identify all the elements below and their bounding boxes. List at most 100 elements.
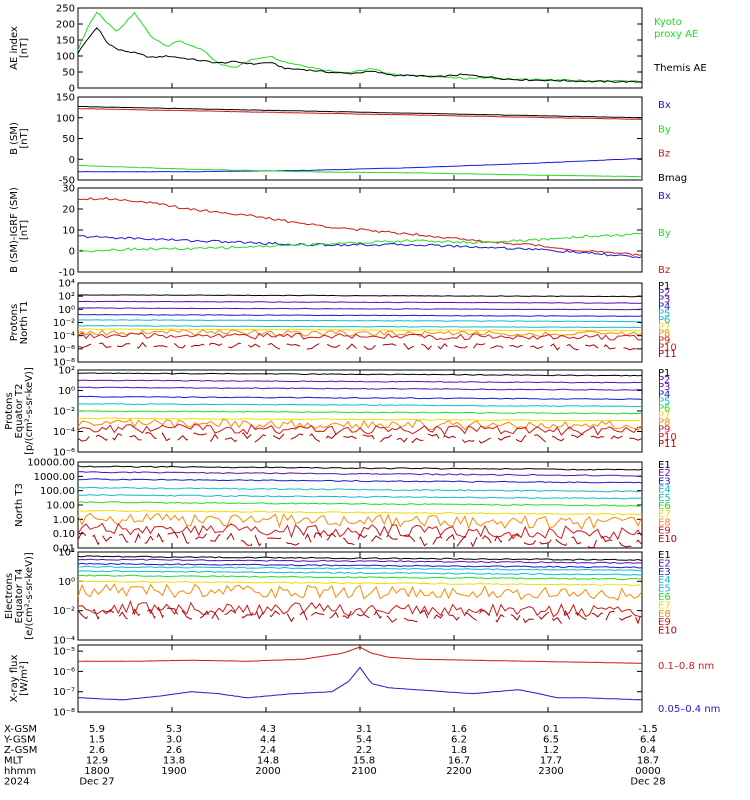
y-tick-label: 10⁻² — [53, 407, 75, 418]
legend-entry: E3 — [658, 567, 671, 578]
y-axis-label: Equator T2 — [14, 384, 25, 439]
level-line — [77, 583, 643, 601]
legend-entry: P5 — [658, 396, 670, 407]
series-line — [77, 196, 643, 256]
y-tick-label: 250 — [56, 4, 75, 15]
level-line — [77, 580, 643, 586]
chart-panel — [77, 187, 643, 273]
plot-frame — [77, 644, 643, 713]
y-tick-label: 10⁻⁸ — [53, 708, 75, 719]
legend-entry: P6 — [658, 403, 670, 414]
axis-row-label: Z-GSM — [4, 745, 37, 756]
legend-entry: P10 — [658, 432, 677, 443]
y-tick-label: 200 — [56, 20, 75, 31]
axis-row-value: Dec 27 — [79, 777, 114, 788]
y-tick-label: 100 — [56, 52, 75, 63]
level-line — [77, 329, 643, 338]
axis-row-value: 4.4 — [260, 735, 276, 746]
legend-entry: E10 — [658, 626, 677, 637]
y-tick-label: 10000.00 — [27, 458, 75, 469]
axis-row-value: 18.7 — [637, 756, 659, 767]
y-axis-label: [nT] — [19, 128, 30, 148]
y-tick-label: 0 — [69, 247, 75, 258]
y-tick-label: 10⁰ — [58, 305, 75, 316]
level-line — [78, 372, 643, 377]
axis-row-value: 1.2 — [543, 745, 559, 756]
y-axis-label: B (SM)-IGRF (SM) — [9, 187, 20, 273]
legend-entry: P7 — [658, 322, 670, 333]
y-axis-label: [W/m²] — [19, 661, 30, 696]
axis-row-label: X-GSM — [4, 724, 37, 735]
axis-row-value: -1.5 — [638, 724, 658, 735]
axis-row-value: 6.2 — [451, 735, 467, 746]
axis-row-label: 2024 — [4, 777, 29, 788]
y-tick-label: 150 — [56, 36, 75, 47]
legend-entry: P10 — [658, 342, 677, 353]
axis-row-value: 5.4 — [356, 735, 372, 746]
y-tick-label: -10 — [59, 268, 75, 279]
y-tick-label: 10⁻⁶ — [53, 448, 75, 459]
legend-entry: P9 — [658, 425, 670, 436]
legend-entry: P3 — [658, 382, 670, 393]
legend-entry: E2 — [658, 468, 671, 479]
axis-row-value: 4.3 — [260, 724, 276, 735]
level-line — [77, 307, 643, 311]
axis-row-value: 2200 — [446, 766, 471, 777]
chart-panel — [77, 7, 643, 89]
y-tick-label: 0 — [69, 84, 75, 95]
chart-panel — [77, 96, 643, 181]
y-tick-label: 10⁻⁶ — [53, 667, 75, 678]
axis-row-value: 16.7 — [448, 756, 470, 767]
series-line — [78, 666, 643, 701]
legend-entry: P11 — [658, 439, 677, 450]
y-tick-label: 10⁻⁴ — [53, 427, 75, 438]
legend-entry: P1 — [658, 281, 670, 292]
axis-row-value: 5.9 — [89, 724, 105, 735]
legend-entry: P6 — [658, 315, 670, 326]
legend-entry: E7 — [658, 509, 671, 520]
legend-entry: P1 — [658, 368, 670, 379]
legend-entry: 0.05–0.4 nm — [658, 704, 720, 715]
y-tick-label: 0 — [69, 155, 75, 166]
legend-entry: E4 — [658, 485, 671, 496]
axis-row-value: 3.1 — [356, 724, 372, 735]
level-line — [77, 565, 643, 572]
legend-entry: Bz — [658, 265, 670, 276]
y-tick-label: 20 — [62, 205, 75, 216]
axis-row-value: 12.9 — [86, 756, 108, 767]
chart-panel — [77, 551, 643, 641]
legend-entry: P7 — [658, 411, 670, 422]
legend-entry: E10 — [658, 534, 677, 545]
series-line — [77, 646, 643, 664]
legend-entry: P3 — [658, 295, 670, 306]
y-tick-label: 1000.00 — [34, 472, 75, 483]
chart-panel — [77, 369, 643, 453]
plot-frame — [77, 187, 643, 273]
axis-row-value: 14.8 — [257, 756, 279, 767]
chart-panel — [77, 461, 643, 549]
level-line — [77, 325, 643, 329]
level-line — [77, 509, 643, 516]
y-tick-label: 30 — [62, 184, 75, 195]
level-line — [77, 418, 643, 431]
level-line — [77, 494, 643, 500]
level-line — [77, 423, 643, 436]
y-axis-label: North T1 — [19, 301, 30, 345]
y-axis-label: Protons — [4, 392, 15, 429]
y-tick-label: 50 — [62, 68, 75, 79]
legend-entry: P8 — [658, 418, 670, 429]
axis-row-value: 17.7 — [540, 756, 562, 767]
level-line — [77, 486, 643, 493]
y-axis-label: [e/(cm²-s-sr-keV)] — [24, 552, 35, 640]
legend-entry: Bx — [658, 100, 671, 111]
y-tick-label: -50 — [59, 176, 75, 187]
y-axis-label: Electrons — [4, 573, 15, 619]
y-tick-label: 0.10 — [53, 529, 75, 540]
legend-entry: P4 — [658, 301, 670, 312]
axis-row-value: 2.2 — [356, 745, 372, 756]
legend-entry: E1 — [658, 550, 671, 561]
y-axis-label: Equator T4 — [14, 569, 25, 624]
axis-row-value: 2100 — [351, 766, 376, 777]
level-line — [77, 478, 643, 484]
